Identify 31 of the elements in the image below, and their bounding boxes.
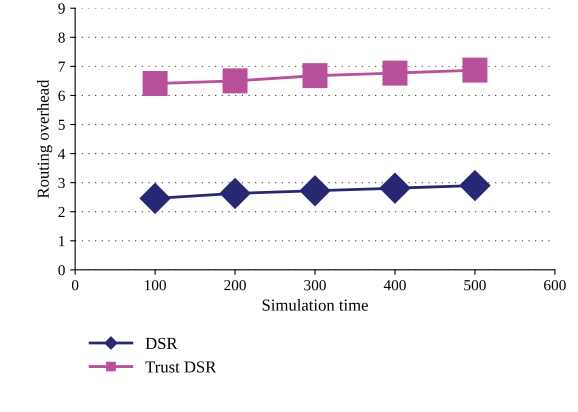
- y-tick-label: 7: [58, 62, 65, 72]
- point: [459, 170, 490, 201]
- point: [220, 178, 250, 209]
- x-tick-label: 600: [544, 280, 566, 290]
- point: [382, 60, 408, 86]
- y-tick-label: 3: [58, 178, 65, 188]
- point: [300, 175, 330, 206]
- point: [380, 172, 410, 204]
- x-tick-label: 500: [464, 280, 486, 290]
- y-tick-label: 8: [58, 32, 65, 43]
- legend-label: Trust DSR: [145, 361, 216, 373]
- y-tick-label: 0: [58, 265, 65, 276]
- point: [462, 58, 488, 83]
- x-tick-label: 200: [224, 280, 246, 290]
- point: [302, 63, 328, 88]
- x-tick-label: 100: [144, 280, 166, 290]
- x-tick-label: 0: [72, 280, 78, 290]
- point: [142, 71, 168, 96]
- point: [222, 68, 248, 94]
- legend-label: DSR: [146, 338, 178, 350]
- x-axis-title: Simulation time: [262, 298, 368, 311]
- y-tick-label: 4: [58, 148, 66, 159]
- y-tick-label: 5: [58, 120, 65, 130]
- x-tick-label: 300: [304, 280, 326, 290]
- y-tick-label: 9: [58, 3, 65, 14]
- y-axis-title: Routing overhead: [37, 80, 52, 198]
- point: [140, 182, 171, 214]
- y-tick-label: 1: [59, 236, 64, 246]
- y-tick-label: 2: [58, 206, 65, 218]
- x-tick-label: 400: [384, 280, 406, 290]
- y-tick-label: 6: [58, 90, 65, 101]
